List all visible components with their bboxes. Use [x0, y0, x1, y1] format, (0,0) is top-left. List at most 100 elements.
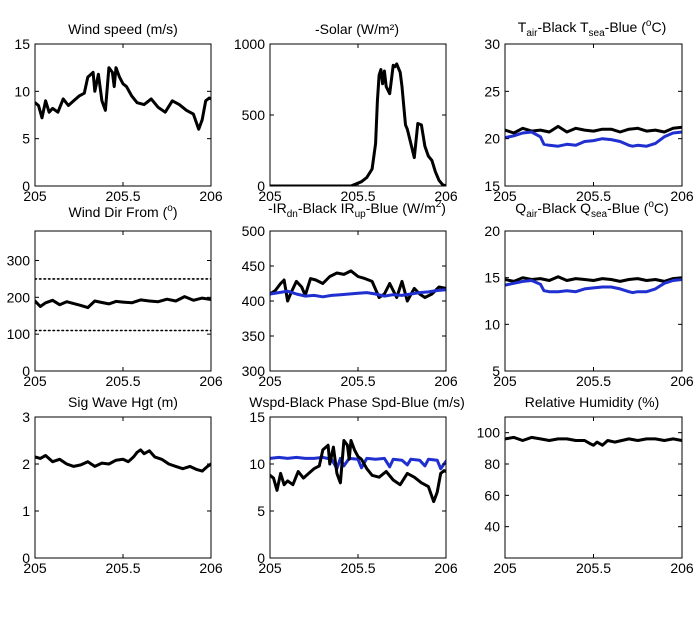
title-sup: 2 — [436, 199, 442, 210]
title-part: ) — [173, 204, 178, 220]
sig-wave-y-tick-label: 3 — [22, 409, 30, 425]
wspd-phase-x-tick-label: 205.5 — [340, 560, 375, 576]
wind-dir-x-tick-label: 206 — [199, 373, 223, 389]
title-sub: air — [526, 28, 538, 39]
title-solar-text: -Solar (W/m²) — [315, 21, 399, 37]
title-sub: dn — [287, 209, 298, 220]
ir-y-tick-label: 450 — [242, 258, 266, 274]
title-part: -Black Q — [537, 200, 591, 216]
rh-y-tick-label: 100 — [477, 425, 501, 441]
title-part: -IR — [268, 200, 287, 216]
title-sub: air — [526, 209, 538, 220]
wspd-phase-y-tick-label: 10 — [249, 456, 265, 472]
title-part: Q — [515, 200, 526, 216]
title-part: ) — [441, 200, 446, 216]
title-solar: -Solar (W/m²) — [315, 21, 399, 37]
rh-x-tick-label: 205 — [493, 560, 517, 576]
wind-dir-x-tick-label: 205 — [23, 373, 47, 389]
wind-speed-series-line-0 — [35, 66, 211, 131]
sig-wave-y-tick-label: 2 — [22, 456, 30, 472]
wind-speed-y-tick-label: 0 — [22, 178, 30, 194]
wind-dir-x-tick-label: 205.5 — [105, 373, 140, 389]
ir-y-tick-label: 350 — [242, 328, 266, 344]
title-wind-speed: Wind speed (m/s) — [68, 21, 178, 37]
series-group — [35, 278, 211, 332]
qair-qsea-y-tick-label: 10 — [484, 316, 500, 332]
rh-y-tick-label: 80 — [484, 456, 500, 472]
wind-speed-y-tick-label: 15 — [14, 36, 30, 52]
title-sub: sea — [591, 209, 608, 220]
series-group — [505, 435, 682, 447]
wind-speed-y-tick-label: 10 — [14, 83, 30, 99]
ir-y-tick-label: 500 — [242, 223, 266, 239]
series-group — [35, 448, 211, 473]
title-sup: o — [646, 18, 652, 29]
rh-y-tick-label: 60 — [484, 487, 500, 503]
title-part: -Black T — [537, 19, 589, 35]
wind-speed-y-tick-label: 5 — [22, 131, 30, 147]
tair-tsea-x-tick-label: 205 — [493, 188, 517, 204]
ir-y-tick-label: 400 — [242, 293, 266, 309]
tair-tsea-y-tick-label: 30 — [484, 36, 500, 52]
title-rh: Relative Humidity (%) — [525, 394, 660, 410]
series-group — [270, 439, 446, 504]
sig-wave-y-tick-label: 1 — [22, 503, 30, 519]
title-part: -Blue ( — [605, 19, 647, 35]
panel-wind-dir: 205 205.5 206 0 100 200 300 — [7, 230, 223, 389]
tair-tsea-series-line-1 — [505, 130, 682, 148]
wspd-phase-y-tick-label: 15 — [249, 409, 265, 425]
qair-qsea-y-tick-label: 20 — [484, 223, 500, 239]
title-ir: -IRdn-Black IRup-Blue (W/m2) — [268, 199, 446, 220]
wind-speed-x-tick-label: 206 — [199, 188, 223, 204]
qair-qsea-x-tick-label: 205 — [493, 373, 517, 389]
qair-qsea-x-tick-label: 206 — [670, 373, 694, 389]
tair-tsea-x-tick-label: 206 — [670, 188, 694, 204]
title-part: C) — [654, 200, 669, 216]
solar-x-tick-label: 205.5 — [340, 188, 375, 204]
title-part: T — [518, 19, 527, 35]
title-wspd-phase: Wspd-Black Phase Spd-Blue (m/s) — [249, 394, 465, 410]
sig-wave-x-tick-label: 205.5 — [105, 560, 140, 576]
series-group — [270, 62, 446, 186]
panel-wspd-phase: 205 205.5 206 0 5 10 15 — [249, 409, 457, 576]
rh-x-tick-label: 206 — [670, 560, 694, 576]
title-sub: up — [355, 209, 367, 220]
title-qair-qsea: Qair-Black Qsea-Blue (oC) — [515, 199, 668, 220]
title-sig-wave: Sig Wave Hgt (m) — [68, 394, 178, 410]
sig-wave-x-tick-label: 205 — [23, 560, 47, 576]
ir-x-tick-label: 205 — [258, 373, 282, 389]
qair-qsea-y-tick-label: 5 — [492, 363, 500, 379]
wind-dir-series-line-0 — [35, 295, 211, 310]
wspd-phase-x-tick-label: 205 — [258, 560, 282, 576]
wind-dir-y-tick-label: 100 — [7, 326, 31, 342]
tair-tsea-x-tick-label: 205.5 — [576, 188, 611, 204]
tair-tsea-y-tick-label: 15 — [484, 178, 500, 194]
rh-y-tick-label: 40 — [484, 519, 500, 535]
solar-y-tick-label: 500 — [242, 107, 266, 123]
series-group — [35, 66, 211, 131]
wspd-phase-series-line-1 — [270, 439, 446, 504]
ir-series-line-1 — [270, 288, 446, 299]
rh-x-tick-label: 205.5 — [576, 560, 611, 576]
panel-wind-speed: 205 205.5 206 0 5 10 15 — [14, 36, 222, 204]
qair-qsea-x-tick-label: 205.5 — [576, 373, 611, 389]
title-part: C) — [651, 19, 666, 35]
panel-ir: 205 205.5 206 300 350 400 450 500 — [242, 223, 458, 389]
title-part: -Blue ( — [607, 200, 649, 216]
qair-qsea-y-tick-label: 15 — [484, 270, 500, 286]
ir-x-tick-label: 206 — [434, 373, 458, 389]
wspd-phase-y-tick-label: 5 — [257, 503, 265, 519]
wspd-phase-y-tick-label: 0 — [257, 550, 265, 566]
qair-qsea-series-line-1 — [505, 278, 682, 295]
title-tair-tsea: Tair-Black Tsea-Blue (oC) — [518, 18, 666, 39]
tair-tsea-y-tick-label: 20 — [484, 131, 500, 147]
qair-qsea-series-line-0 — [505, 275, 682, 283]
tair-tsea-series-line-0 — [505, 124, 682, 135]
sig-wave-y-tick-label: 0 — [22, 550, 30, 566]
rh-series-line-0 — [505, 435, 682, 447]
panel-rh: 205 205.5 206 40 60 80 100 — [477, 416, 694, 576]
title-part: Wind Dir From ( — [68, 204, 167, 220]
title-sup: o — [167, 203, 173, 214]
